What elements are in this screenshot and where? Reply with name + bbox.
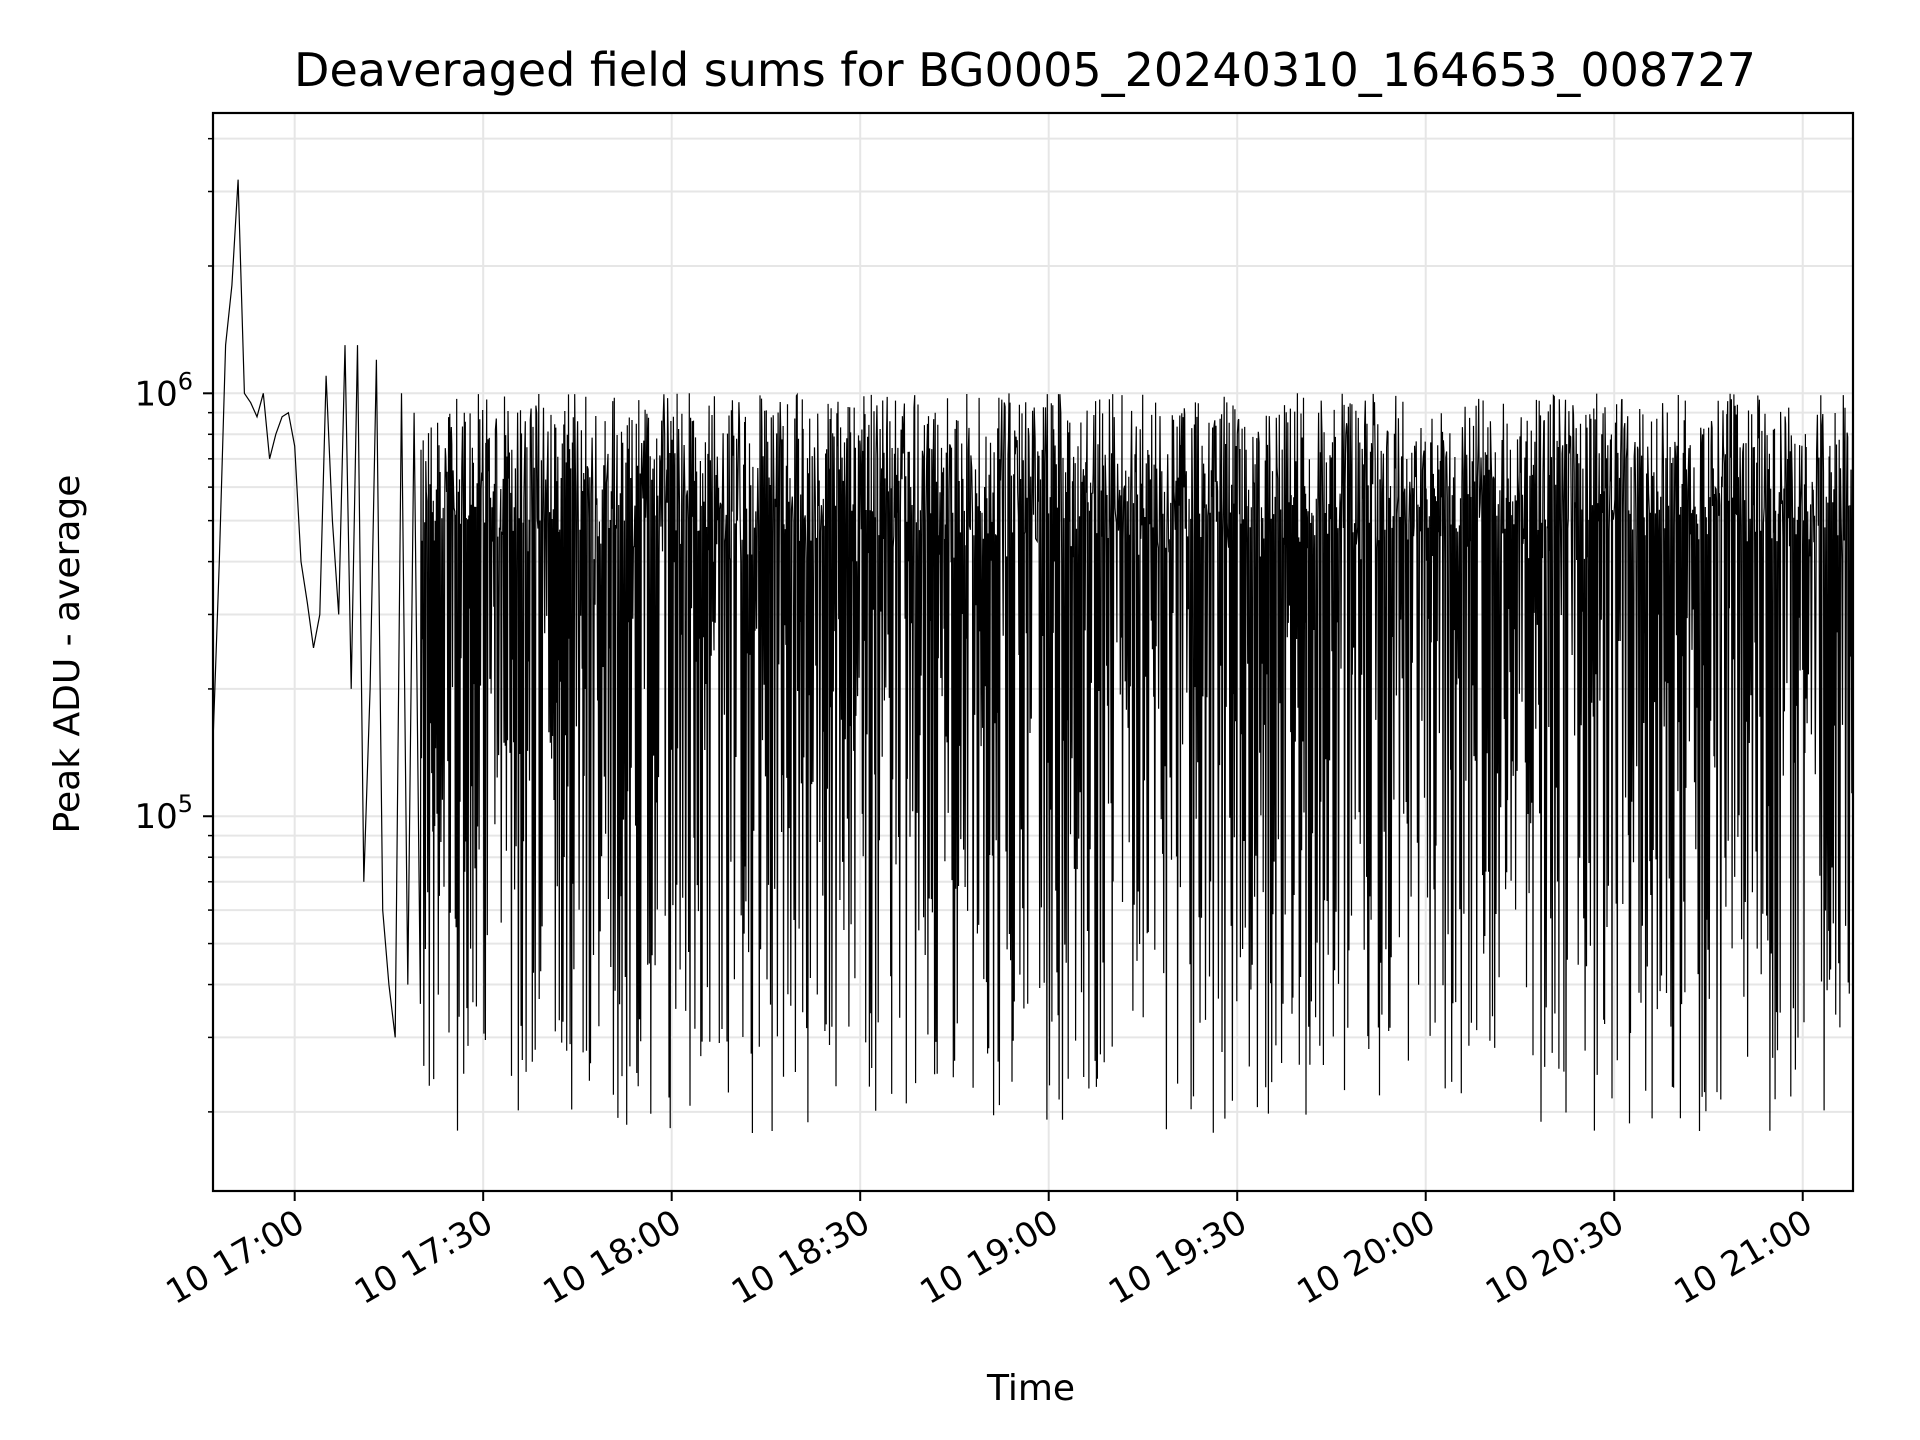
x-tick-label: 10 19:30 bbox=[1102, 1202, 1254, 1313]
x-tick-label: 10 18:30 bbox=[725, 1202, 877, 1313]
y-tick-base: 10 bbox=[134, 374, 177, 414]
y-tick-label: 105 bbox=[134, 790, 193, 837]
x-tick-label: 10 21:00 bbox=[1668, 1202, 1820, 1313]
y-tick-exponent: 6 bbox=[178, 367, 193, 395]
plot-frame bbox=[211, 111, 1855, 1193]
plot-area bbox=[213, 179, 1853, 1134]
x-tick-label: 10 20:30 bbox=[1479, 1202, 1631, 1313]
x-axis-label: Time bbox=[986, 1368, 1075, 1409]
x-tick-label: 10 20:00 bbox=[1291, 1202, 1443, 1313]
x-tick-label: 10 19:00 bbox=[914, 1202, 1066, 1313]
x-tick-label: 10 17:00 bbox=[159, 1202, 311, 1313]
y-tick-base: 10 bbox=[134, 797, 177, 837]
chart-title: Deaveraged field sums for BG0005_2024031… bbox=[294, 43, 1756, 97]
x-tick-label: 10 18:00 bbox=[537, 1202, 689, 1313]
y-axis-label: Peak ADU - average bbox=[47, 475, 88, 834]
x-axis: 10 17:00 10 17:30 10 18:00 10 18:30 10 19:00… bbox=[159, 1191, 1819, 1313]
y-tick-label: 106 bbox=[134, 367, 193, 414]
series-line bbox=[213, 179, 1853, 1134]
x-tick-label: 10 17:30 bbox=[348, 1202, 500, 1313]
y-tick-exponent: 5 bbox=[178, 790, 193, 818]
